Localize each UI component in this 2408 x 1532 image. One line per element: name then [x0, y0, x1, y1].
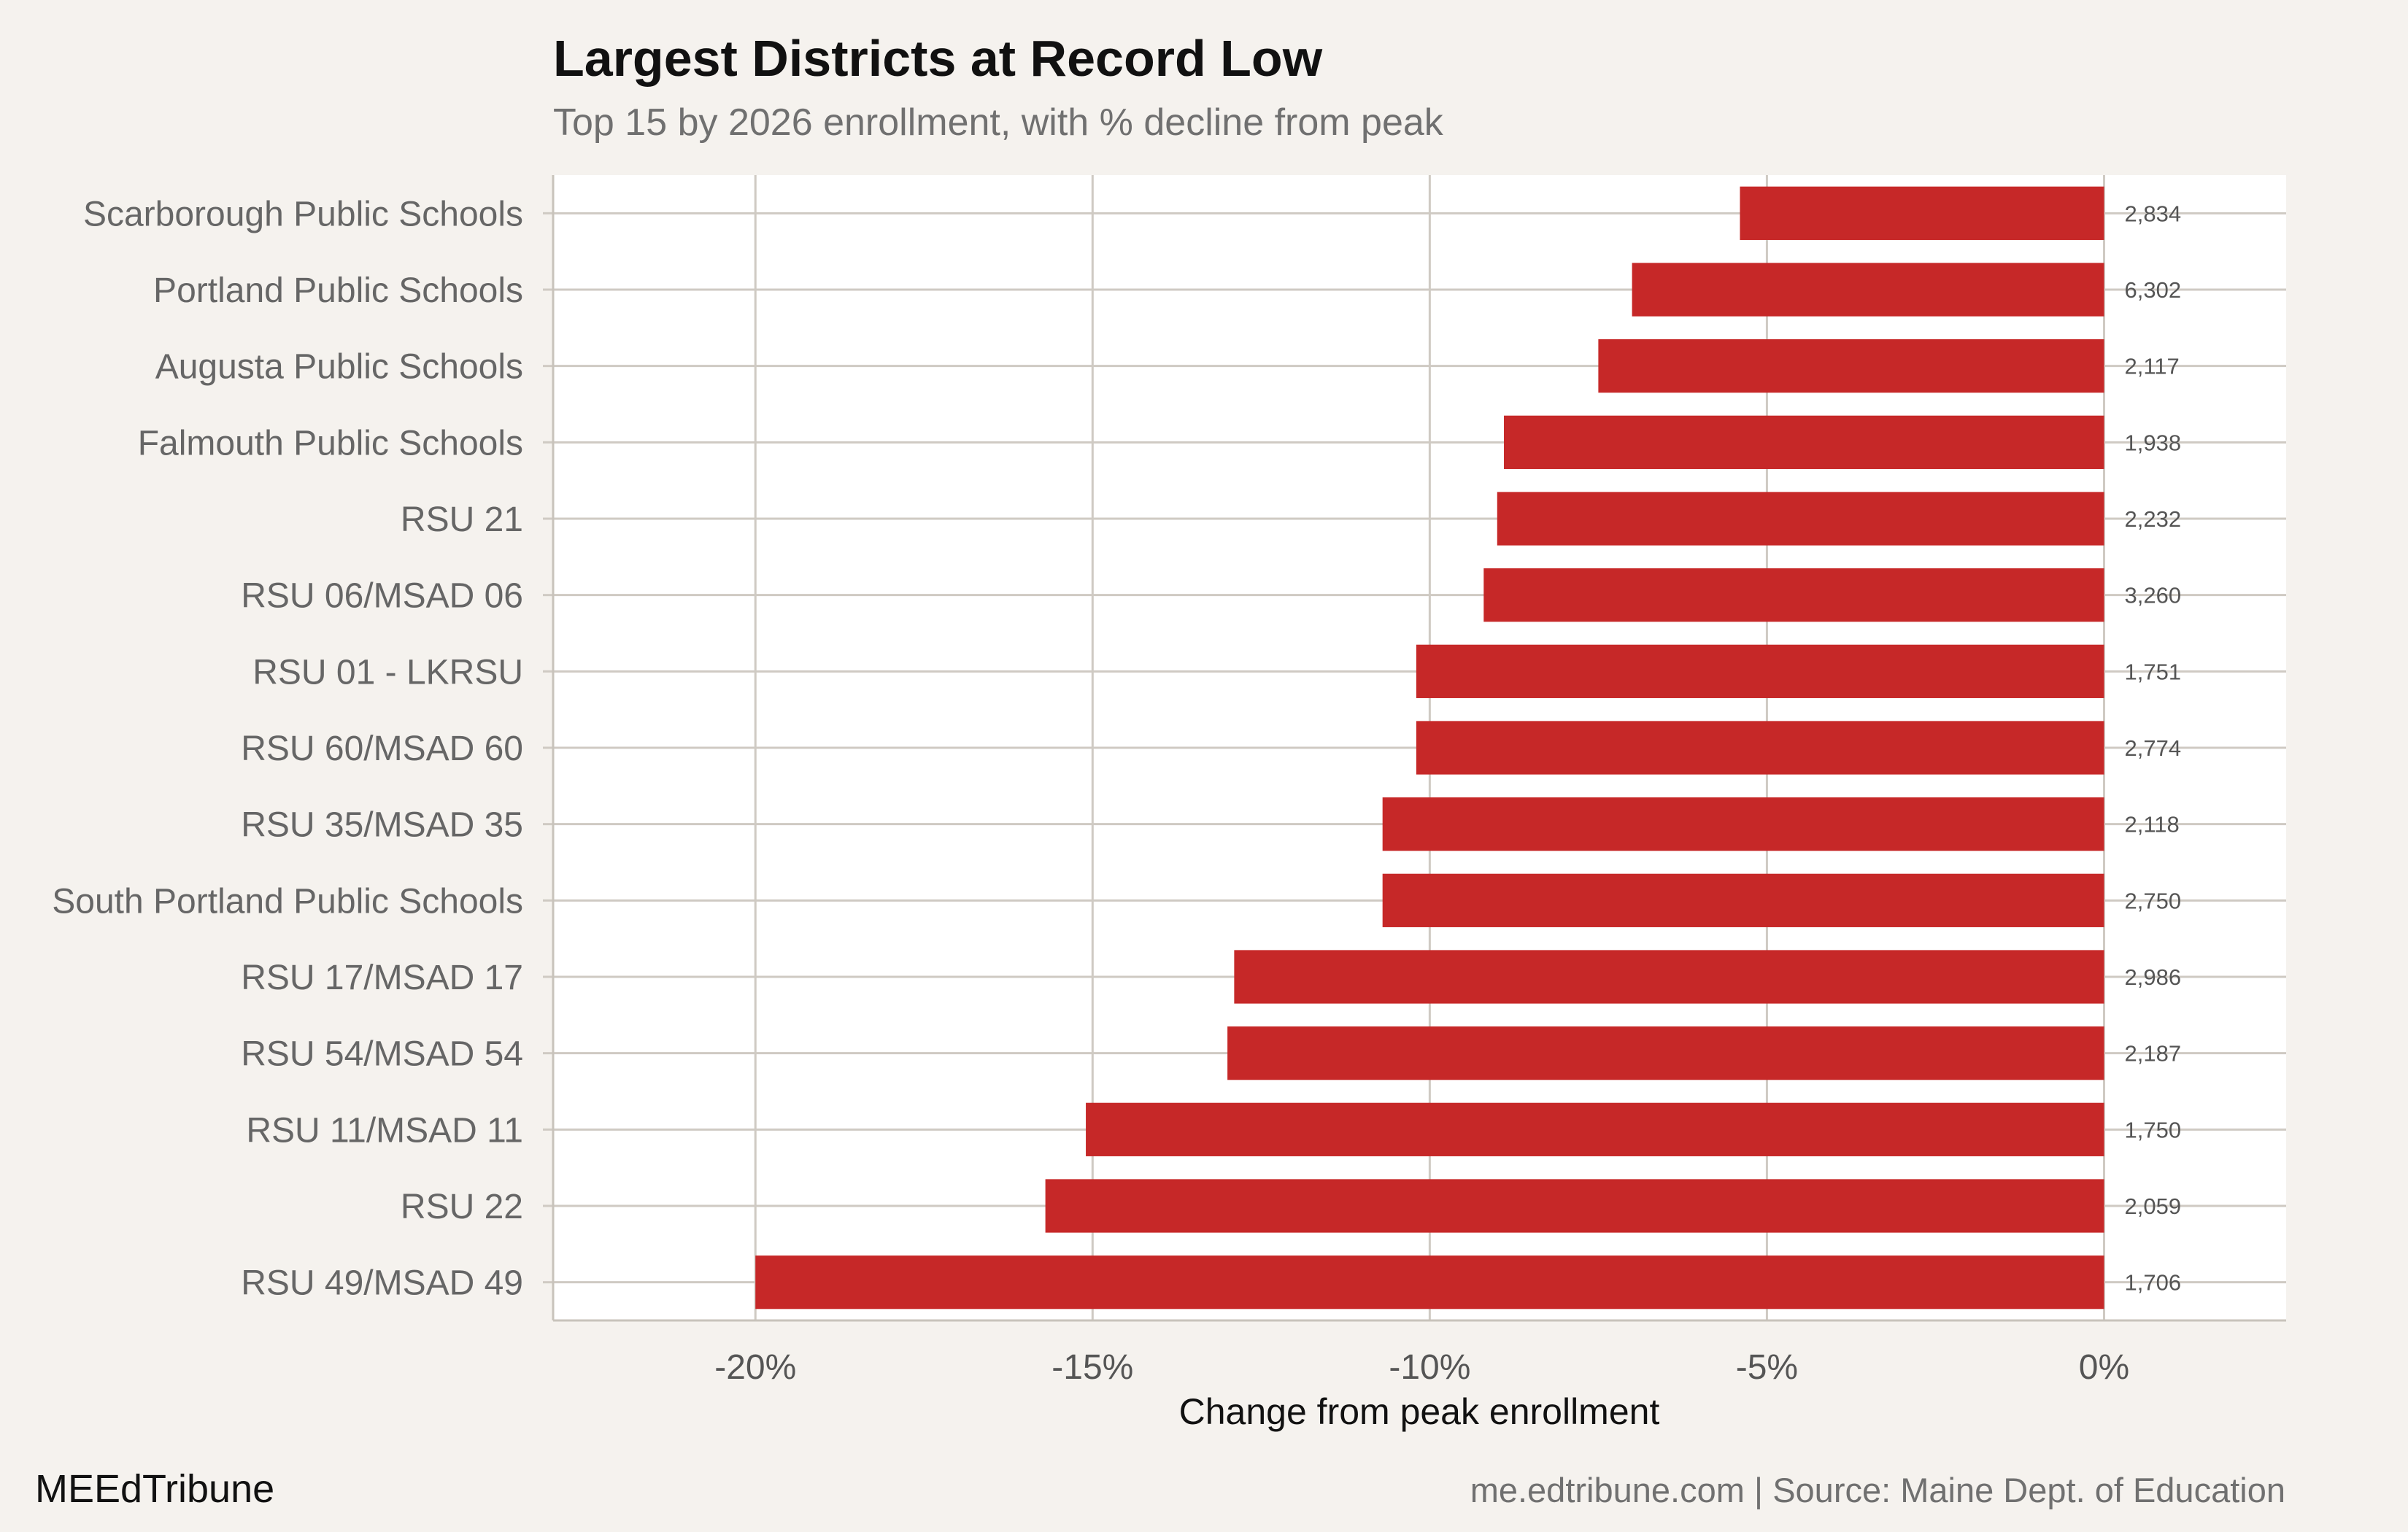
bar	[1504, 415, 2104, 469]
category-label: RSU 35/MSAD 35	[241, 806, 523, 845]
bar	[1086, 1102, 2104, 1156]
category-label: RSU 21	[401, 500, 523, 539]
enrollment-label: 1,750	[2124, 1117, 2181, 1142]
category-label: RSU 17/MSAD 17	[241, 959, 523, 997]
bar	[1483, 568, 2104, 622]
bar	[1227, 1026, 2104, 1080]
category-label: RSU 01 - LKRSU	[252, 653, 523, 692]
bar	[1382, 873, 2104, 927]
bar	[1497, 492, 2104, 546]
enrollment-label: 2,834	[2124, 201, 2181, 226]
bar	[1740, 186, 2104, 240]
enrollment-label: 3,260	[2124, 583, 2181, 608]
enrollment-labels: 2,834 6,302 2,117 1,938 2,232 3,260 1,751 2,774…	[2124, 201, 2181, 1295]
category-label: RSU 60/MSAD 60	[241, 730, 523, 768]
enrollment-label: 1,751	[2124, 659, 2181, 684]
brand-logo-text: MEEdTribune	[35, 1467, 275, 1511]
category-labels: Scarborough Public Schools Portland Publi…	[52, 195, 523, 1302]
bar	[1632, 263, 2104, 317]
chart-title: Largest Districts at Record Low	[553, 30, 1323, 87]
category-label: Falmouth Public Schools	[138, 424, 523, 463]
enrollment-label: 2,118	[2124, 812, 2179, 837]
x-tick-labels: -20% -15% -10% -5% 0%	[714, 1348, 2129, 1387]
enrollment-label: 1,938	[2124, 430, 2181, 455]
bar	[1382, 797, 2104, 851]
enrollment-label: 2,986	[2124, 964, 2181, 990]
x-tick-label: -5%	[1736, 1348, 1798, 1387]
category-label: South Portland Public Schools	[52, 882, 523, 921]
enrollment-label: 2,187	[2124, 1041, 2181, 1067]
enrollment-label: 2,774	[2124, 735, 2181, 761]
x-tick-label: 0%	[2079, 1348, 2129, 1387]
chart-subtitle: Top 15 by 2026 enrollment, with % declin…	[553, 101, 1443, 144]
source-note: me.edtribune.com | Source: Maine Dept. o…	[1470, 1471, 2285, 1509]
enrollment-label: 6,302	[2124, 277, 2181, 303]
enrollment-label: 2,750	[2124, 888, 2181, 913]
enrollment-label: 2,232	[2124, 506, 2181, 532]
bar	[1416, 721, 2104, 775]
bar	[1234, 950, 2104, 1004]
category-label: RSU 22	[401, 1188, 523, 1226]
enrollment-label: 2,117	[2124, 354, 2179, 379]
bars	[755, 186, 2104, 1309]
x-tick-label: -10%	[1389, 1348, 1470, 1387]
enrollment-label: 2,059	[2124, 1194, 2181, 1219]
x-tick-label: -20%	[714, 1348, 796, 1387]
category-label: RSU 54/MSAD 54	[241, 1035, 523, 1074]
category-label: RSU 11/MSAD 11	[246, 1111, 523, 1150]
bar	[755, 1256, 2104, 1309]
category-label: Portland Public Schools	[153, 271, 523, 310]
bar	[1416, 644, 2104, 698]
x-axis-label: Change from peak enrollment	[1179, 1391, 1660, 1432]
category-label: RSU 06/MSAD 06	[241, 577, 523, 616]
bar	[1045, 1179, 2104, 1233]
category-label: Augusta Public Schools	[155, 348, 523, 387]
x-tick-label: -15%	[1051, 1348, 1133, 1387]
category-label: RSU 49/MSAD 49	[241, 1264, 523, 1303]
category-label: Scarborough Public Schools	[83, 195, 523, 233]
enrollment-label: 1,706	[2124, 1270, 2181, 1296]
bar	[1598, 339, 2104, 393]
